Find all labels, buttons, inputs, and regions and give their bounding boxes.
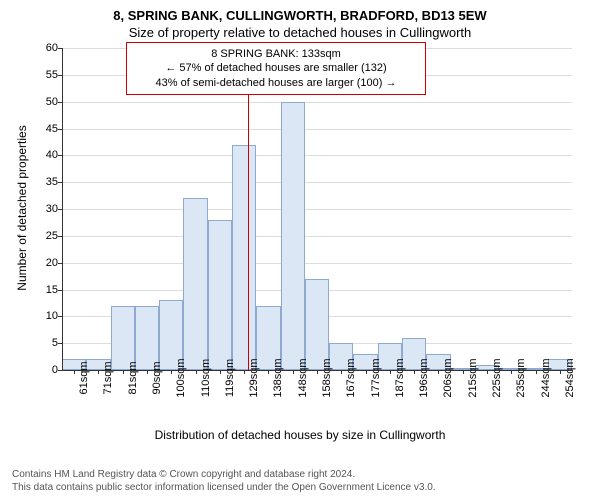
plot-area <box>62 48 572 370</box>
gridline <box>62 102 572 103</box>
chart-title-sub: Size of property relative to detached ho… <box>0 23 600 44</box>
y-tick-label: 55 <box>34 69 58 81</box>
bar <box>232 145 256 370</box>
annotation-line2: ← 57% of detached houses are smaller (13… <box>135 61 417 75</box>
y-tick-label: 35 <box>34 176 58 188</box>
annotation-line1: 8 SPRING BANK: 133sqm <box>135 47 417 61</box>
x-tick-label: 71sqm <box>102 361 114 394</box>
x-tick-label: 215sqm <box>467 358 479 397</box>
x-tick-label: 225sqm <box>491 358 503 397</box>
gridline <box>62 182 572 183</box>
y-tick-label: 50 <box>34 96 58 108</box>
bar <box>111 306 135 370</box>
x-axis-label: Distribution of detached houses by size … <box>0 428 600 442</box>
reference-line <box>248 48 249 370</box>
gridline <box>62 129 572 130</box>
annotation-box: 8 SPRING BANK: 133sqm ← 57% of detached … <box>126 42 426 95</box>
x-tick-label: 110sqm <box>200 359 212 397</box>
y-tick-label: 0 <box>34 364 58 376</box>
y-tick-label: 45 <box>34 123 58 135</box>
annotation-line3: 43% of semi-detached houses are larger (… <box>135 76 417 90</box>
x-tick-label: 81sqm <box>127 361 139 394</box>
bar <box>281 102 305 370</box>
y-tick-label: 20 <box>34 257 58 269</box>
x-axis-line <box>62 370 572 371</box>
x-tick-label: 206sqm <box>442 358 454 397</box>
y-tick-label: 30 <box>34 203 58 215</box>
x-tick-label: 90sqm <box>151 361 163 394</box>
x-tick-label: 61sqm <box>78 361 90 394</box>
y-tick-label: 40 <box>34 149 58 161</box>
x-tick-label: 148sqm <box>297 358 309 397</box>
x-tick-label: 177sqm <box>370 358 382 397</box>
y-tick-label: 10 <box>34 310 58 322</box>
gridline <box>62 263 572 264</box>
x-tick-label: 100sqm <box>175 358 187 397</box>
bar <box>305 279 329 370</box>
chart-container: 8, SPRING BANK, CULLINGWORTH, BRADFORD, … <box>0 0 600 500</box>
footer: Contains HM Land Registry data © Crown c… <box>0 468 448 494</box>
gridline <box>62 155 572 156</box>
x-tick-label: 158sqm <box>321 358 333 397</box>
x-tick-label: 254sqm <box>564 358 576 397</box>
y-tick-label: 5 <box>34 337 58 349</box>
chart-title-main: 8, SPRING BANK, CULLINGWORTH, BRADFORD, … <box>0 0 600 23</box>
x-tick-label: 138sqm <box>272 358 284 397</box>
x-tick-label: 129sqm <box>248 358 260 397</box>
x-tick-label: 235sqm <box>515 358 527 397</box>
y-axis-label: Number of detached properties <box>15 78 29 338</box>
y-axis-line <box>62 48 63 370</box>
x-tick-label: 196sqm <box>418 358 430 397</box>
x-tick-label: 187sqm <box>394 358 406 397</box>
y-tick-label: 25 <box>34 230 58 242</box>
y-tick-label: 15 <box>34 284 58 296</box>
gridline <box>62 236 572 237</box>
y-tick-label: 60 <box>34 42 58 54</box>
bar <box>183 198 207 370</box>
bar <box>208 220 232 370</box>
bar <box>135 306 159 370</box>
footer-line2: This data contains public sector informa… <box>12 481 436 494</box>
gridline <box>62 209 572 210</box>
x-tick-label: 119sqm <box>224 359 236 397</box>
footer-line1: Contains HM Land Registry data © Crown c… <box>12 468 436 481</box>
x-tick-label: 244sqm <box>540 358 552 397</box>
x-tick-label: 167sqm <box>345 358 357 397</box>
